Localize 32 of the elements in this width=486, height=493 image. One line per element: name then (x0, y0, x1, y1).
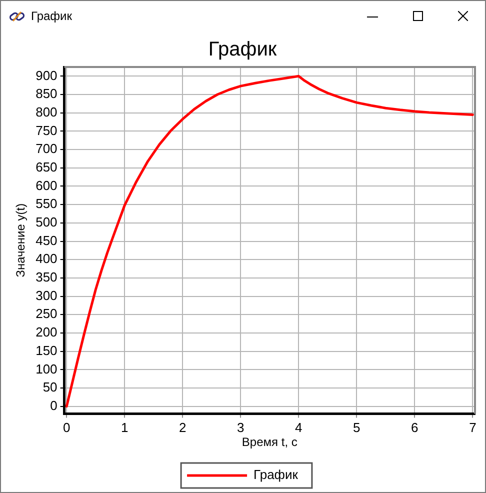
y-tick-label: 400 (36, 251, 58, 266)
y-tick-label: 900 (36, 68, 58, 83)
y-tick-label: 450 (36, 232, 58, 248)
text: График (31, 8, 72, 24)
y-tick-label: 750 (36, 122, 58, 138)
y-tick-label: 600 (36, 178, 58, 193)
y-tick-label: 850 (36, 86, 58, 102)
y-tick-label: 350 (36, 270, 58, 285)
y-tick-label: 500 (36, 214, 58, 230)
x-tick-label: 0 (63, 420, 70, 436)
x-tick-label: 1 (121, 420, 128, 436)
y-tick-label: 50 (42, 380, 58, 395)
x-tick-label: 7 (469, 420, 476, 436)
legend-label: График (254, 467, 298, 482)
x-axis-title: Время t, с (242, 434, 298, 449)
y-tick-label: 250 (36, 306, 58, 322)
x-tick-label: 6 (411, 420, 418, 436)
y-axis-title: Значение y(t) (14, 203, 28, 278)
y-tick-label: 650 (36, 159, 58, 174)
y-tick-label: 100 (36, 361, 58, 376)
y-tick-label: 700 (36, 141, 58, 156)
x-tick-label: 4 (295, 420, 302, 436)
y-tick-label: 300 (36, 288, 58, 303)
chart-title: График (208, 38, 277, 61)
x-tick-label: 5 (353, 420, 360, 436)
y-tick-label: 200 (36, 324, 58, 340)
y-tick-label: 800 (36, 104, 58, 120)
x-tick-label: 3 (237, 420, 244, 436)
x-tick-label: 2 (179, 420, 186, 436)
y-tick-label: 150 (36, 342, 58, 358)
y-tick-label: 0 (50, 398, 58, 413)
y-tick-label: 550 (36, 196, 58, 212)
